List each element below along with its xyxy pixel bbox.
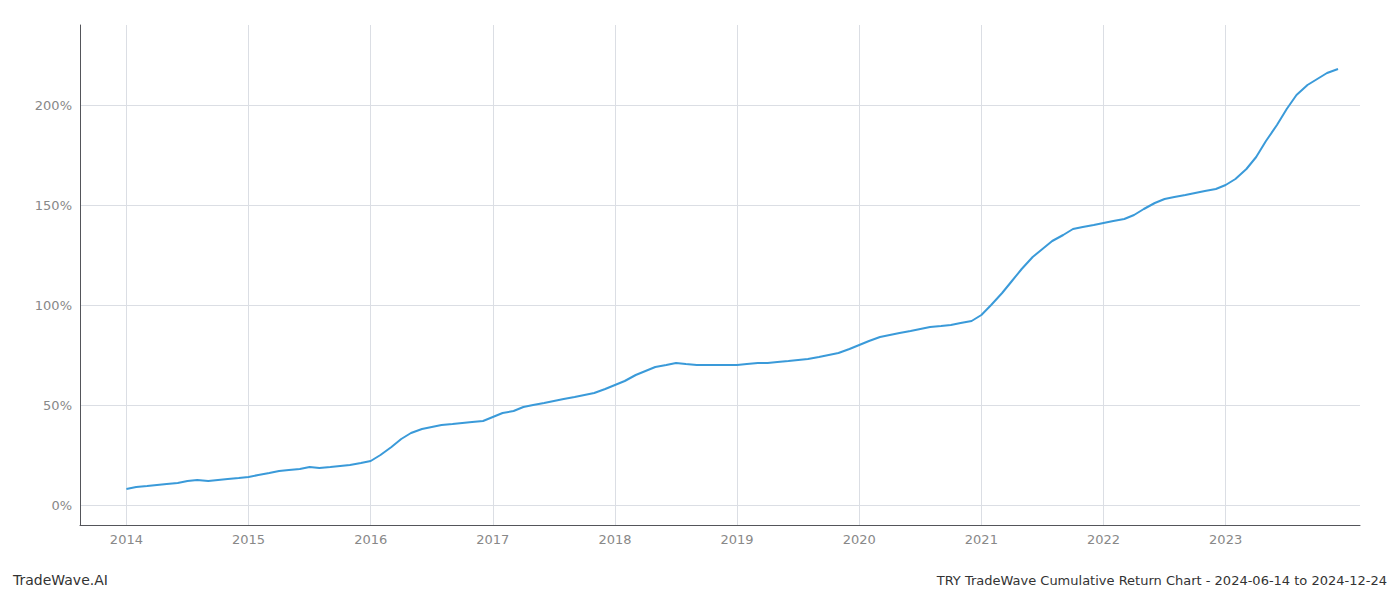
svg-text:2022: 2022	[1087, 532, 1120, 547]
svg-text:2020: 2020	[843, 532, 876, 547]
svg-text:2021: 2021	[965, 532, 998, 547]
svg-text:2018: 2018	[598, 532, 631, 547]
svg-text:50%: 50%	[43, 398, 72, 413]
svg-text:100%: 100%	[35, 298, 72, 313]
svg-text:2014: 2014	[110, 532, 143, 547]
svg-text:2019: 2019	[721, 532, 754, 547]
svg-text:0%: 0%	[51, 498, 72, 513]
svg-text:200%: 200%	[35, 98, 72, 113]
svg-text:2016: 2016	[354, 532, 387, 547]
svg-text:2017: 2017	[476, 532, 509, 547]
svg-text:TradeWave.AI: TradeWave.AI	[12, 572, 108, 588]
svg-text:2023: 2023	[1209, 532, 1242, 547]
svg-text:150%: 150%	[35, 198, 72, 213]
svg-text:TRY TradeWave Cumulative Retur: TRY TradeWave Cumulative Return Chart - …	[936, 573, 1387, 588]
svg-text:2015: 2015	[232, 532, 265, 547]
